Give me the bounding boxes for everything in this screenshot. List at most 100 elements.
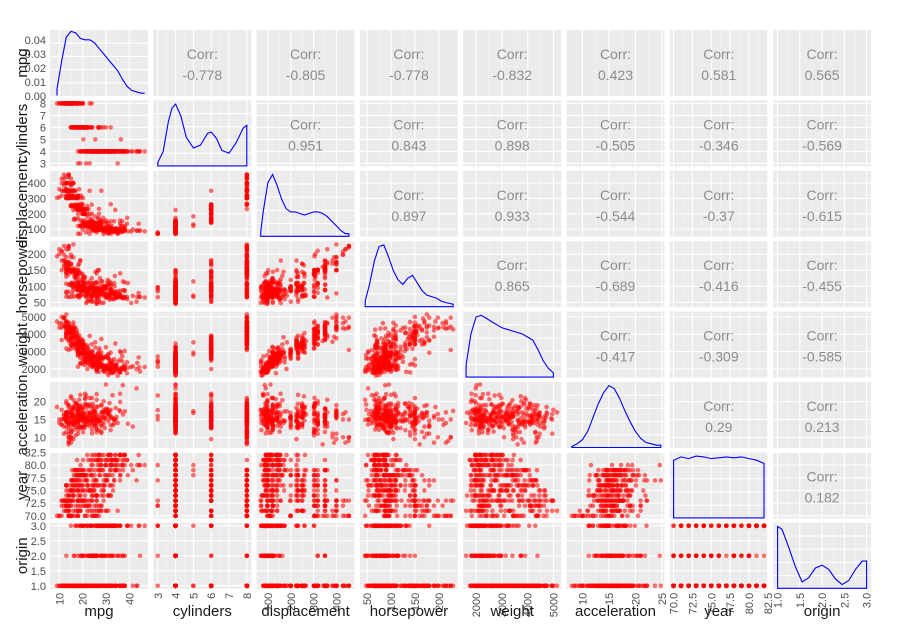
scatter-point [80,219,86,225]
scatter-point [244,325,250,331]
panel-cylinders-displacement: Corr: 0.951 [256,100,355,167]
scatter-point [142,364,148,370]
scatter-point [391,336,396,342]
panel-cylinders-weight: Corr: 0.898 [463,100,562,167]
panel-background [463,30,562,96]
scatter-point [122,228,127,233]
scatter-point [244,275,250,281]
scatter-point [244,206,250,212]
corr-label: Corr: [393,187,424,203]
scatter-point [302,287,308,292]
corr-label: Corr: [703,46,734,62]
panel-background [50,30,148,96]
scatter-point [134,299,139,305]
scatter-point [87,333,92,339]
scatter-point [381,366,386,372]
scatter-point [113,149,118,154]
corr-value: -0.544 [596,208,636,224]
scatter-point [76,193,81,198]
scatter-point [137,369,143,374]
corr-value: 0.897 [391,208,426,224]
scatter-point [412,314,418,320]
scatter-point [322,287,328,293]
scatter-point [173,289,178,295]
scatter-point [85,366,90,372]
panel-background [669,170,768,237]
scatter-point [244,193,250,198]
scatter-point [322,258,328,263]
scatter-point [128,300,134,306]
scatter-point [244,172,250,177]
scatter-point [128,229,134,234]
scatter-point [106,227,111,232]
panel-mpg-weight: Corr: -0.832 [463,30,562,106]
corr-value: -0.689 [596,278,636,294]
scatter-point [69,330,75,336]
scatter-point [346,243,352,249]
scatter-point [270,300,276,306]
corr-value: -0.805 [286,67,326,83]
scatter-point [340,252,346,258]
scatter-point [394,367,400,372]
panel-horsepower-horsepower [359,241,458,308]
scatter-point [89,211,95,217]
corr-value: 0.581 [701,67,736,83]
scatter-point [288,299,294,305]
scatter-point [81,137,86,142]
scatter-point [75,231,81,237]
density-curve [157,103,248,167]
scatter-point [64,398,69,404]
scatter-point [83,229,89,235]
scatter-point [128,364,134,370]
scatter-point [372,327,378,333]
scatter-point [89,294,95,299]
scatter-point [208,282,214,287]
scatter-point [258,359,264,364]
scatter-point [311,326,317,332]
panel-background [566,170,665,237]
scatter-point [64,193,69,198]
scatter-point [99,350,104,355]
scatter-point [74,206,80,212]
scatter-point [372,364,378,370]
scatter-point [92,137,98,142]
scatter-point [61,180,67,186]
scatter-point [122,294,127,300]
panel-displacement-mpg [50,170,148,237]
scatter-point [301,263,307,268]
scatter-point [96,125,102,130]
panel-background [566,100,665,167]
scatter-point [122,367,127,372]
panel-background [463,311,562,378]
scatter-point [108,125,113,130]
panel-background [256,170,355,237]
scatter-point [89,101,95,106]
panel-horsepower-weight: Corr: 0.865 [463,241,562,308]
scatter-point [334,291,339,296]
scatter-point [346,347,352,353]
scatter-point [374,351,379,357]
scatter-point [61,243,67,249]
scatter-point [142,149,148,154]
scatter-point [315,330,320,336]
scatter-point [108,427,113,433]
scatter-point [117,367,123,372]
scatter-point [137,228,143,233]
scatter-point [81,207,87,213]
corr-value: -0.615 [802,208,842,224]
panel-weight-origin: Corr: -0.585 [773,311,872,378]
scatter-point [244,180,250,186]
corr-value: -0.778 [182,67,222,83]
scatter-point [71,242,76,247]
corr-value: -0.585 [802,349,842,365]
scatter-point [398,348,403,353]
scatter-point [410,346,415,352]
scatter-point [155,231,161,237]
panel-weight-horsepower [359,311,458,378]
corr-label: Corr: [187,46,218,62]
scatter-point [102,425,108,431]
scatter-point [81,279,86,284]
scatter-point [403,330,408,336]
panel-background [669,30,768,96]
panel-background [463,100,562,167]
